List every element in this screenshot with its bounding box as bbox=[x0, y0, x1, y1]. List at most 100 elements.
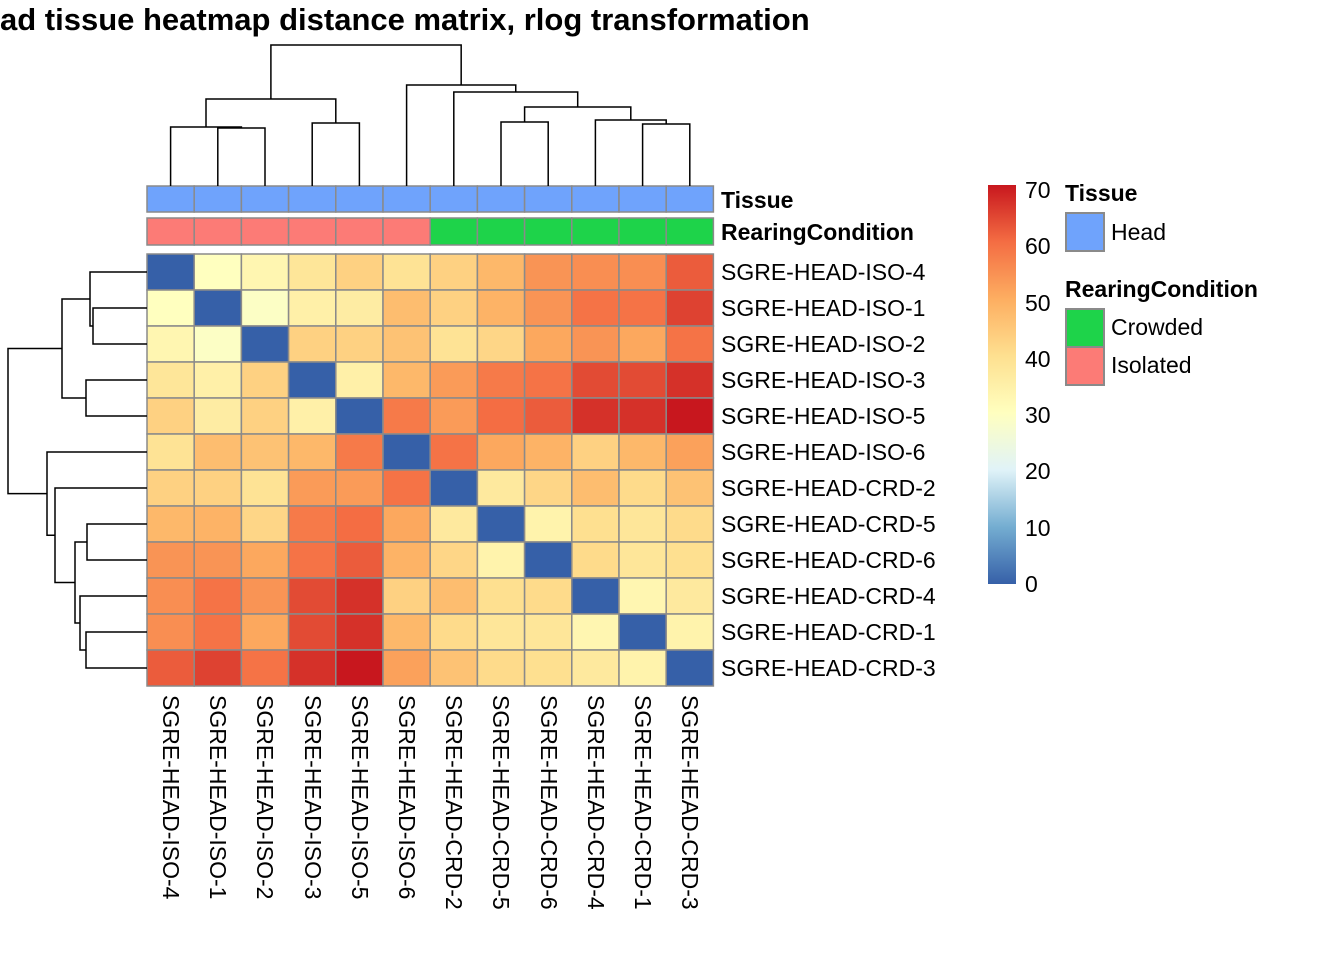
annotation-cell-tissue bbox=[193, 185, 243, 213]
heatmap-cell bbox=[523, 577, 573, 615]
column-label: SGRE-HEAD-CRD-4 bbox=[582, 695, 609, 910]
annotation-cell-tissue bbox=[429, 185, 479, 213]
heatmap-cell bbox=[146, 505, 195, 543]
heatmap-cell bbox=[146, 541, 195, 579]
colorbar-tick-label: 10 bbox=[1025, 514, 1051, 541]
legend-label-isolated: Isolated bbox=[1111, 352, 1192, 378]
heatmap-cell bbox=[429, 505, 479, 543]
heatmap-cell bbox=[240, 253, 290, 291]
heatmap-cell bbox=[382, 433, 431, 471]
heatmap-cell bbox=[618, 649, 667, 687]
row-label: SGRE-HEAD-CRD-2 bbox=[721, 475, 936, 501]
heatmap-cell bbox=[429, 433, 479, 471]
row-dendrogram-branch bbox=[54, 487, 147, 584]
heatmap-cell bbox=[287, 577, 337, 615]
heatmap-cell bbox=[193, 361, 243, 399]
row-label: SGRE-HEAD-ISO-2 bbox=[721, 331, 926, 357]
heatmap-cell bbox=[476, 289, 526, 327]
row-dendrogram-branch bbox=[85, 379, 147, 417]
colorbar-tick-label: 20 bbox=[1025, 458, 1051, 485]
heatmap-cell bbox=[335, 469, 384, 507]
heatmap-cell bbox=[382, 253, 431, 291]
heatmap-cell bbox=[382, 541, 431, 579]
annotation-cell-rearing bbox=[146, 217, 195, 246]
legend-label-crowded: Crowded bbox=[1111, 314, 1204, 340]
heatmap-cell bbox=[335, 325, 384, 363]
heatmap-cell bbox=[382, 397, 431, 435]
row-label: SGRE-HEAD-ISO-1 bbox=[721, 295, 926, 321]
heatmap-cell bbox=[193, 325, 243, 363]
heatmap-cell bbox=[523, 433, 573, 471]
heatmap-cell bbox=[146, 469, 195, 507]
heatmap-cell bbox=[618, 433, 667, 471]
heatmap-cell bbox=[665, 613, 715, 651]
annotation-cell-tissue bbox=[287, 185, 337, 213]
column-dendrogram-branch bbox=[217, 127, 266, 186]
heatmap-cell bbox=[146, 253, 195, 291]
heatmap-cell bbox=[146, 325, 195, 363]
heatmap-cell bbox=[618, 577, 667, 615]
heatmap-cell bbox=[665, 649, 715, 687]
heatmap-cell bbox=[476, 361, 526, 399]
colorbar-tick-label: 60 bbox=[1025, 233, 1051, 260]
heatmap-cell bbox=[476, 505, 526, 543]
heatmap-cell bbox=[240, 361, 290, 399]
row-dendrogram-branch bbox=[86, 523, 147, 561]
heatmap-cell bbox=[429, 325, 479, 363]
column-label: SGRE-HEAD-CRD-1 bbox=[630, 695, 656, 910]
annotation-cell-tissue bbox=[382, 185, 431, 213]
column-dendrogram-branch bbox=[311, 122, 361, 186]
heatmap-cell bbox=[287, 613, 337, 651]
heatmap-cell bbox=[335, 433, 384, 471]
heatmap-cell bbox=[571, 325, 620, 363]
heatmap-cell bbox=[618, 397, 667, 435]
column-label: SGRE-HEAD-ISO-3 bbox=[299, 695, 326, 900]
colorbar bbox=[988, 185, 1016, 584]
heatmap-cell bbox=[665, 253, 715, 291]
heatmap-cell bbox=[335, 253, 384, 291]
heatmap-cell bbox=[476, 649, 526, 687]
heatmap-cell bbox=[240, 613, 290, 651]
heatmap-cell bbox=[193, 613, 243, 651]
heatmap-cell bbox=[571, 577, 620, 615]
heatmap-cell bbox=[240, 433, 290, 471]
annotation-cell-tissue bbox=[571, 185, 620, 213]
heatmap-cell bbox=[240, 649, 290, 687]
heatmap-cell bbox=[665, 397, 715, 435]
heatmap-cell bbox=[571, 361, 620, 399]
chart-title: ad tissue heatmap distance matrix, rlog … bbox=[0, 2, 810, 37]
heatmap-cell bbox=[571, 541, 620, 579]
legend-swatch-crowded bbox=[1065, 308, 1105, 348]
heatmap-cell bbox=[240, 469, 290, 507]
heatmap-cell bbox=[146, 289, 195, 327]
column-label: SGRE-HEAD-CRD-3 bbox=[677, 695, 704, 910]
heatmap-cell bbox=[382, 577, 431, 615]
legend-label-head: Head bbox=[1111, 219, 1166, 245]
column-label: SGRE-HEAD-ISO-2 bbox=[252, 695, 279, 900]
heatmap-cell bbox=[665, 469, 715, 507]
heatmap-cell bbox=[476, 397, 526, 435]
colorbar-tick-label: 30 bbox=[1025, 402, 1051, 429]
heatmap-cell bbox=[665, 325, 715, 363]
heatmap-cell bbox=[335, 289, 384, 327]
heatmap-cell bbox=[240, 289, 290, 327]
column-dendrogram-branch bbox=[500, 121, 549, 186]
annotation-cell-rearing bbox=[665, 217, 715, 246]
heatmap-cell bbox=[523, 361, 573, 399]
heatmap-cell bbox=[382, 469, 431, 507]
heatmap-cell bbox=[287, 361, 337, 399]
heatmap-cell bbox=[618, 505, 667, 543]
heatmap-cell bbox=[571, 397, 620, 435]
annotation-cell-tissue bbox=[523, 185, 573, 213]
annotation-cell-rearing bbox=[429, 217, 479, 246]
annotation-label-rearing: RearingCondition bbox=[721, 219, 914, 245]
heatmap-cell bbox=[571, 613, 620, 651]
heatmap-cell bbox=[193, 505, 243, 543]
annotation-cell-tissue bbox=[146, 185, 195, 213]
heatmap-cell bbox=[382, 361, 431, 399]
heatmap-cell bbox=[287, 433, 337, 471]
colorbar-tick-label: 40 bbox=[1025, 345, 1051, 372]
annotation-cell-tissue bbox=[476, 185, 526, 213]
heatmap-cell bbox=[429, 469, 479, 507]
annotation-cell-rearing bbox=[287, 217, 337, 246]
